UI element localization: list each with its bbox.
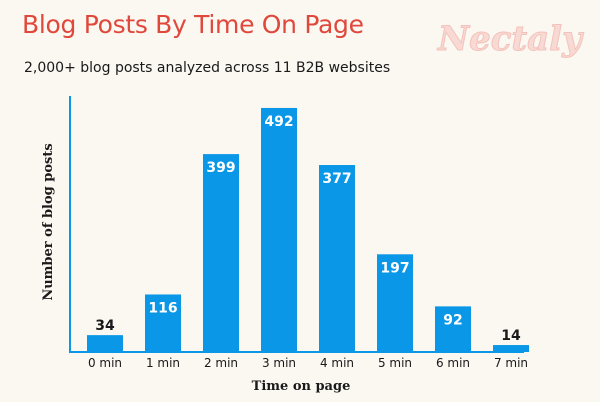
data-label-5: 197 — [380, 260, 409, 276]
data-label-2: 399 — [206, 160, 235, 176]
bar-4 — [319, 165, 355, 352]
x-tick-label-6: 6 min — [436, 356, 470, 370]
bar-1 — [145, 294, 181, 352]
x-tick-label-3: 3 min — [262, 356, 296, 370]
x-axis-title: Time on page — [252, 379, 351, 394]
x-tick-label-4: 4 min — [320, 356, 354, 370]
x-tick-label-0: 0 min — [88, 356, 122, 370]
data-label-1: 116 — [148, 300, 177, 316]
x-tick-label-1: 1 min — [146, 356, 180, 370]
data-label-3: 492 — [264, 114, 293, 130]
bar-group — [87, 107, 529, 352]
bar-2 — [203, 154, 239, 352]
x-tick-label-2: 2 min — [204, 356, 238, 370]
data-label-group: 34 116 399 492 377 197 92 14 — [95, 114, 521, 344]
brand-logo-text: Nectaly — [437, 19, 584, 59]
x-tick-label-7: 7 min — [494, 356, 528, 370]
bar-3 — [261, 107, 297, 352]
data-label-4: 377 — [322, 171, 351, 187]
x-tick-label-5: 5 min — [378, 356, 412, 370]
chart-subtitle: 2,000+ blog posts analyzed across 11 B2B… — [24, 60, 391, 76]
data-label-0: 34 — [95, 318, 115, 334]
bar-0 — [87, 335, 123, 352]
data-label-6: 92 — [443, 312, 462, 328]
data-label-7: 14 — [501, 328, 521, 344]
tick-label-group: 0 min 1 min 2 min 3 min 4 min 5 min 6 min 7 min — [88, 356, 528, 370]
bar-5 — [377, 254, 413, 352]
chart-title: Blog Posts By Time On Page — [22, 10, 364, 39]
y-axis-title: Number of blog posts — [41, 143, 56, 300]
bar-7 — [493, 345, 529, 352]
bar-6 — [435, 306, 471, 352]
brand-logo: Nectaly — [437, 19, 585, 60]
